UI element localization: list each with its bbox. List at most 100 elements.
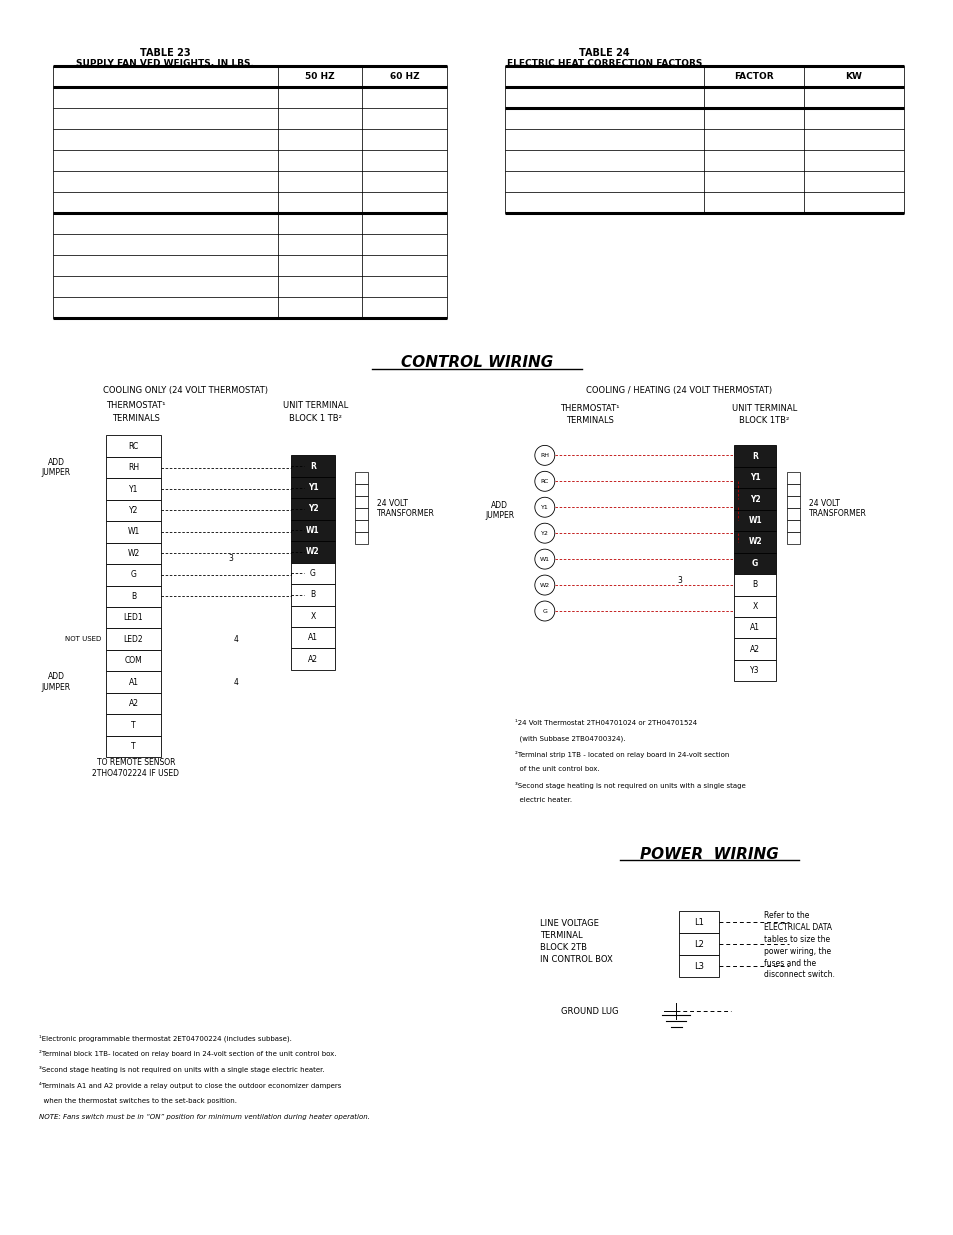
- Bar: [786, 484, 800, 496]
- Text: ADD
JUMPER: ADD JUMPER: [485, 500, 514, 520]
- Bar: [786, 509, 800, 520]
- Text: G: G: [310, 569, 315, 578]
- Bar: [734, 446, 776, 467]
- Text: W2: W2: [539, 583, 549, 588]
- Text: R: R: [752, 452, 758, 461]
- Bar: [355, 520, 368, 532]
- Bar: [355, 472, 368, 484]
- Text: COM: COM: [125, 656, 142, 666]
- Text: UNIT TERMINAL: UNIT TERMINAL: [282, 401, 348, 410]
- Bar: [106, 672, 161, 693]
- Text: THERMOSTAT¹: THERMOSTAT¹: [106, 401, 166, 410]
- Text: T: T: [132, 720, 135, 730]
- Text: TERMINALS: TERMINALS: [112, 414, 160, 422]
- Text: G: G: [131, 571, 136, 579]
- Text: NOTE: Fans switch must be in “ON” position for minimum ventilation during heater: NOTE: Fans switch must be in “ON” positi…: [39, 1114, 370, 1120]
- Text: A1: A1: [308, 634, 317, 642]
- Bar: [734, 595, 776, 618]
- Text: COOLING / HEATING (24 VOLT THERMOSTAT): COOLING / HEATING (24 VOLT THERMOSTAT): [586, 387, 772, 395]
- Text: Y1: Y1: [308, 483, 318, 492]
- Text: W1: W1: [306, 526, 319, 535]
- Bar: [786, 532, 800, 545]
- Text: W2: W2: [128, 548, 139, 558]
- Text: TERMINALS: TERMINALS: [565, 416, 613, 425]
- Text: electric heater.: electric heater.: [515, 797, 572, 803]
- Text: ¹24 Volt Thermostat 2TH04701024 or 2TH04701524: ¹24 Volt Thermostat 2TH04701024 or 2TH04…: [515, 720, 697, 726]
- Text: 3: 3: [677, 576, 681, 584]
- Bar: [106, 714, 161, 736]
- Bar: [291, 520, 335, 541]
- Text: G: G: [542, 609, 547, 614]
- Text: L2: L2: [694, 940, 703, 948]
- Bar: [291, 563, 335, 584]
- Text: W2: W2: [747, 537, 761, 546]
- Text: ²Terminal block 1TB- located on relay board in 24-volt section of the unit contr: ²Terminal block 1TB- located on relay bo…: [39, 1050, 336, 1057]
- Text: A2: A2: [308, 655, 317, 663]
- Bar: [355, 532, 368, 545]
- Bar: [106, 585, 161, 608]
- Text: ³Second stage heating is not required on units with a single stage: ³Second stage heating is not required on…: [515, 782, 745, 789]
- Text: L3: L3: [694, 962, 703, 971]
- Text: BLOCK 1TB²: BLOCK 1TB²: [739, 416, 788, 425]
- Bar: [106, 736, 161, 757]
- Bar: [106, 564, 161, 585]
- Text: T: T: [132, 742, 135, 751]
- Text: B: B: [131, 592, 136, 600]
- Bar: [355, 509, 368, 520]
- Text: FACTOR: FACTOR: [734, 72, 773, 82]
- Text: RC: RC: [129, 442, 138, 451]
- Bar: [291, 498, 335, 520]
- Text: TABLE 24: TABLE 24: [578, 48, 629, 58]
- Text: 50 HZ: 50 HZ: [305, 72, 335, 82]
- Text: BLOCK 1 TB²: BLOCK 1 TB²: [289, 414, 341, 422]
- Text: Y1: Y1: [129, 484, 138, 494]
- Text: LED1: LED1: [124, 614, 143, 622]
- Text: R: R: [310, 462, 315, 471]
- Text: 4: 4: [233, 678, 238, 687]
- Bar: [106, 457, 161, 478]
- Bar: [291, 477, 335, 498]
- Bar: [106, 650, 161, 672]
- Text: COOLING ONLY (24 VOLT THERMOSTAT): COOLING ONLY (24 VOLT THERMOSTAT): [103, 387, 268, 395]
- Text: 24 VOLT
TRANSFORMER: 24 VOLT TRANSFORMER: [376, 499, 435, 517]
- Bar: [734, 552, 776, 574]
- Text: (with Subbase 2TB04700324).: (with Subbase 2TB04700324).: [515, 735, 625, 742]
- Text: W1: W1: [539, 557, 549, 562]
- Bar: [734, 488, 776, 510]
- Text: when the thermostat switches to the set-back position.: when the thermostat switches to the set-…: [39, 1098, 237, 1104]
- Text: UNIT TERMINAL: UNIT TERMINAL: [731, 404, 796, 412]
- Text: Y2: Y2: [308, 504, 318, 514]
- Text: Y2: Y2: [129, 506, 138, 515]
- Bar: [734, 618, 776, 638]
- Bar: [786, 520, 800, 532]
- Text: Refer to the
ELECTRICAL DATA
tables to size the
power wiring, the
fuses and the
: Refer to the ELECTRICAL DATA tables to s…: [763, 911, 834, 979]
- Text: B: B: [752, 580, 757, 589]
- Bar: [355, 484, 368, 496]
- Text: A1: A1: [749, 624, 760, 632]
- Bar: [291, 456, 335, 477]
- Bar: [734, 574, 776, 595]
- Text: Y3: Y3: [750, 666, 760, 676]
- Bar: [734, 531, 776, 552]
- Bar: [106, 521, 161, 542]
- Text: ¹Electronic programmable thermostat 2ET04700224 (includes subbase).: ¹Electronic programmable thermostat 2ET0…: [39, 1034, 292, 1041]
- Bar: [291, 605, 335, 627]
- Bar: [106, 629, 161, 650]
- Text: NOT USED: NOT USED: [65, 636, 101, 642]
- Bar: [106, 608, 161, 629]
- Bar: [291, 627, 335, 648]
- Bar: [734, 638, 776, 659]
- Text: B: B: [310, 590, 315, 599]
- Bar: [106, 693, 161, 714]
- Text: LED2: LED2: [124, 635, 143, 643]
- Text: ⁴Terminals A1 and A2 provide a relay output to close the outdoor economizer damp: ⁴Terminals A1 and A2 provide a relay out…: [39, 1082, 341, 1089]
- Text: ²Terminal strip 1TB - located on relay board in 24-volt section: ²Terminal strip 1TB - located on relay b…: [515, 751, 728, 758]
- Text: GROUND LUG: GROUND LUG: [560, 1007, 618, 1015]
- Text: G: G: [751, 559, 758, 568]
- Text: Y1: Y1: [540, 505, 548, 510]
- Text: W1: W1: [128, 527, 139, 536]
- Text: 4: 4: [233, 635, 238, 643]
- Text: of the unit control box.: of the unit control box.: [515, 766, 598, 772]
- Bar: [734, 467, 776, 488]
- Text: A2: A2: [129, 699, 138, 708]
